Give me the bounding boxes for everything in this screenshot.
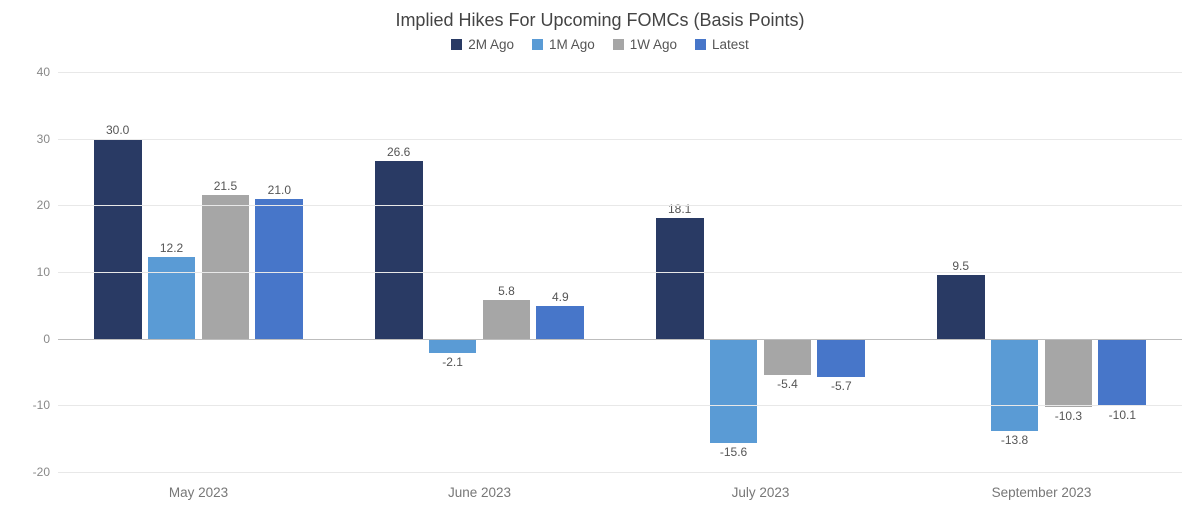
bar-value-label: 12.2 — [160, 241, 183, 255]
legend-item: 2M Ago — [451, 37, 514, 52]
x-axis-label: June 2023 — [339, 485, 620, 500]
chart-container: Implied Hikes For Upcoming FOMCs (Basis … — [0, 0, 1200, 523]
legend-swatch — [451, 39, 462, 50]
y-tick-label: -10 — [18, 398, 50, 412]
x-axis-label: September 2023 — [901, 485, 1182, 500]
bar — [94, 139, 142, 339]
bar-value-label: 4.9 — [552, 290, 569, 304]
legend-label: 2M Ago — [468, 37, 514, 52]
legend-swatch — [532, 39, 543, 50]
bar — [483, 300, 531, 339]
legend-item: Latest — [695, 37, 749, 52]
bar — [1045, 339, 1093, 408]
bar — [202, 195, 250, 338]
bar-value-label: 5.8 — [498, 284, 515, 298]
bar-value-label: 30.0 — [106, 123, 129, 137]
bar-value-label: 21.5 — [214, 179, 237, 193]
bar-value-label: -10.3 — [1055, 409, 1082, 423]
chart-title: Implied Hikes For Upcoming FOMCs (Basis … — [0, 0, 1200, 31]
bar-value-label: -5.4 — [777, 377, 798, 391]
bar — [764, 339, 812, 375]
grid-line — [58, 205, 1182, 206]
bar — [148, 257, 196, 338]
bar — [255, 199, 303, 339]
y-tick-label: 10 — [18, 265, 50, 279]
y-tick-label: 0 — [18, 332, 50, 346]
bar-value-label: 26.6 — [387, 145, 410, 159]
bar — [1098, 339, 1146, 406]
x-axis-label: July 2023 — [620, 485, 901, 500]
bar-value-label: -15.6 — [720, 445, 747, 459]
grid-line — [58, 405, 1182, 406]
legend-label: Latest — [712, 37, 749, 52]
bar — [536, 306, 584, 339]
plot-area: May 202330.012.221.521.0June 202326.6-2.… — [58, 72, 1182, 472]
legend-item: 1W Ago — [613, 37, 677, 52]
bar — [429, 339, 477, 353]
bar-value-label: -2.1 — [442, 355, 463, 369]
grid-line — [58, 272, 1182, 273]
legend-label: 1W Ago — [630, 37, 677, 52]
legend: 2M Ago 1M Ago 1W Ago Latest — [0, 37, 1200, 52]
zero-line — [58, 339, 1182, 340]
bar-value-label: -10.1 — [1109, 408, 1136, 422]
legend-label: 1M Ago — [549, 37, 595, 52]
bar — [375, 161, 423, 338]
bar — [991, 339, 1039, 431]
y-tick-label: 20 — [18, 198, 50, 212]
bar — [817, 339, 865, 377]
y-tick-label: 30 — [18, 132, 50, 146]
legend-item: 1M Ago — [532, 37, 595, 52]
bar-value-label: -13.8 — [1001, 433, 1028, 447]
grid-line — [58, 472, 1182, 473]
bar-value-label: 21.0 — [268, 183, 291, 197]
legend-swatch — [695, 39, 706, 50]
y-tick-label: 40 — [18, 65, 50, 79]
x-axis-label: May 2023 — [58, 485, 339, 500]
bar — [937, 275, 985, 338]
bar — [656, 218, 704, 339]
bar-value-label: -5.7 — [831, 379, 852, 393]
bar-value-label: 18.1 — [668, 202, 691, 216]
grid-line — [58, 139, 1182, 140]
grid-line — [58, 72, 1182, 73]
legend-swatch — [613, 39, 624, 50]
y-tick-label: -20 — [18, 465, 50, 479]
bar — [710, 339, 758, 443]
